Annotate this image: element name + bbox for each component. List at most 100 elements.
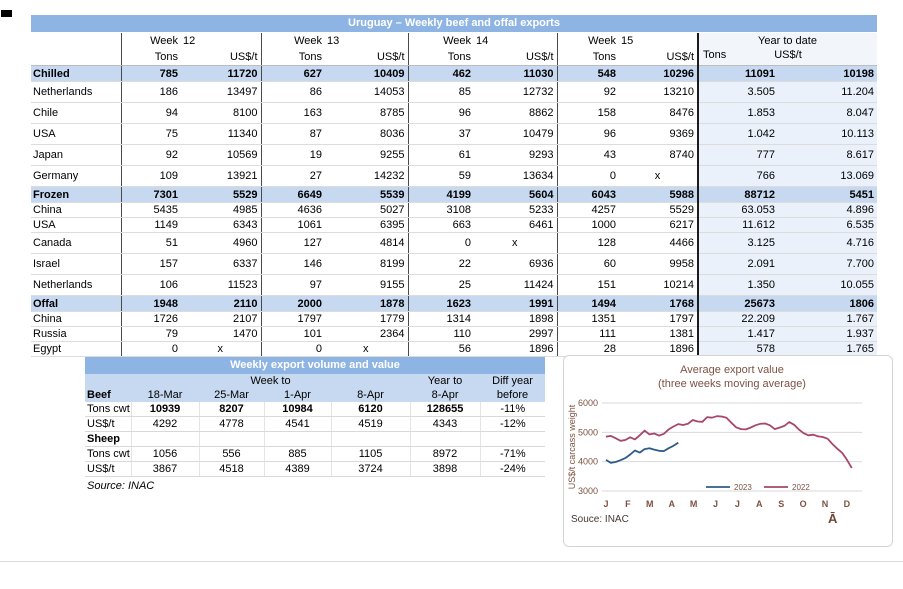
value-cell: 109: [120, 165, 181, 187]
value-cell: 8036: [325, 123, 408, 145]
value-cell: 0: [407, 232, 474, 254]
value-cell: 14053: [325, 81, 408, 103]
legend-label-2023: 2023: [734, 483, 752, 492]
week-label: Week: [260, 33, 325, 49]
value-cell: 61: [407, 144, 474, 166]
value-cell: 1991: [474, 295, 557, 312]
x-tick-label: F: [625, 499, 631, 509]
value-cell: 6343: [181, 217, 261, 233]
value-cell: 75: [120, 123, 181, 145]
value-cell: 785: [120, 65, 181, 82]
value-cell: 6649: [260, 186, 325, 203]
week-to-header: Week to: [131, 374, 411, 388]
y-axis-label: US$/t carcass weight: [567, 404, 577, 489]
value-cell: 128: [556, 232, 619, 254]
value-cell: 4.896: [778, 202, 878, 218]
chart-canvas: 6000 5000 4000 3000 J F M A M J J A S O N D Average expo…: [567, 364, 862, 526]
usd-header: US$/t: [619, 49, 698, 66]
value-cell: 25: [407, 274, 474, 296]
country-row: Russia 79 1470 101 2364 110 2997 111 1381 1.417 1.…: [31, 326, 878, 342]
value-cell: 56: [407, 341, 474, 357]
value-cell: 1351: [556, 311, 619, 327]
value-cell: 5233: [474, 202, 557, 218]
before-header: before: [480, 388, 546, 402]
series-line-2022: [605, 415, 853, 469]
value-cell: 43: [556, 144, 619, 166]
value-cell: 9155: [325, 274, 408, 296]
ytd-tons-header: Tons: [703, 49, 727, 61]
value-cell: 12732: [474, 81, 557, 103]
value-cell: 186: [120, 81, 181, 103]
value-cell: 5529: [619, 202, 698, 218]
value-cell: 8476: [619, 102, 698, 124]
value-cell: 8100: [181, 102, 261, 124]
country-row: China 5435 4985 4636 5027 3108 5233 4257 5529 63.…: [31, 202, 878, 218]
x-tick-label: M: [690, 499, 698, 509]
value-cell: 10939: [131, 402, 200, 417]
value-cell: 1381: [619, 326, 698, 342]
value-cell: 10214: [619, 274, 698, 296]
value-cell: 5435: [120, 202, 181, 218]
value-cell: [199, 431, 265, 447]
value-cell: 1806: [778, 295, 878, 312]
value-cell: 10569: [181, 144, 261, 166]
value-cell: 1726: [120, 311, 181, 327]
section-row: Chilled 785 11720 627 10409 462 11030 548 10296 1…: [31, 65, 878, 82]
table1-title: Uruguay – Weekly beef and offal exports: [31, 15, 877, 32]
value-cell: 5027: [325, 202, 408, 218]
value-cell: 4960: [181, 232, 261, 254]
value-cell: 885: [264, 446, 332, 462]
row-label: Canada: [31, 232, 121, 254]
value-cell: 11.612: [697, 217, 778, 233]
value-cell: 10198: [778, 65, 878, 82]
value-cell: 1.767: [778, 311, 878, 327]
value-cell: 9369: [619, 123, 698, 145]
value-cell: 5539: [325, 186, 408, 203]
value-cell: 13.069: [778, 165, 878, 187]
value-cell: 127: [260, 232, 325, 254]
value-cell: 111: [556, 326, 619, 342]
value-cell: -71%: [480, 446, 546, 462]
value-cell: 51: [120, 232, 181, 254]
date-header: 1-Apr: [264, 388, 331, 402]
section-row: Offal 1948 2110 2000 1878 1623 1991 1494 1768 256…: [31, 295, 878, 312]
volume-value-grid: Week to Year to Diff year Beef 18-Mar 25…: [85, 374, 546, 477]
value-cell: 13921: [181, 165, 261, 187]
row-label: Russia: [31, 326, 121, 342]
x-tick-label: M: [646, 499, 654, 509]
value-cell: 1898: [474, 311, 557, 327]
value-cell: 22: [407, 253, 474, 275]
x-tick-label: O: [800, 499, 807, 509]
value-cell: 2107: [181, 311, 261, 327]
country-row: Netherlands 186 13497 86 14053 85 12732 92 13210…: [31, 81, 878, 103]
x-tick-label: S: [778, 499, 784, 509]
value-cell: 548: [556, 65, 619, 82]
row-label: US$/t: [85, 461, 132, 477]
weekly-exports-table: Uruguay – Weekly beef and offal exports …: [31, 15, 878, 357]
value-cell: 1896: [474, 341, 557, 357]
beef-header: Beef: [85, 388, 131, 402]
value-cell: [409, 431, 481, 447]
date-header: 8-Apr: [331, 388, 411, 402]
value-cell: 2.091: [697, 253, 778, 275]
value-cell: x: [325, 341, 408, 357]
chart-subtitle: (three weeks moving average): [658, 378, 806, 390]
x-tick-label: J: [713, 499, 718, 509]
value-cell: 163: [260, 102, 325, 124]
value-cell: 0: [556, 165, 619, 187]
tons-header: Tons: [556, 49, 619, 66]
value-cell: 110: [407, 326, 474, 342]
corner-mark: [1, 10, 12, 17]
value-cell: 92: [120, 144, 181, 166]
value-cell: 4292: [131, 416, 200, 432]
y-tick-label: 3000: [578, 486, 598, 496]
x-tick-label: A: [756, 499, 763, 509]
value-cell: 6936: [474, 253, 557, 275]
value-cell: 578: [697, 341, 778, 357]
value-cell: 2110: [181, 295, 261, 312]
value-cell: 663: [407, 217, 474, 233]
x-tick-label: N: [822, 499, 829, 509]
value-cell: 6120: [331, 402, 411, 417]
country-row: Germany 109 13921 27 14232 59 13634 0 x 766 13.069: [31, 165, 878, 187]
value-cell: 22.209: [697, 311, 778, 327]
